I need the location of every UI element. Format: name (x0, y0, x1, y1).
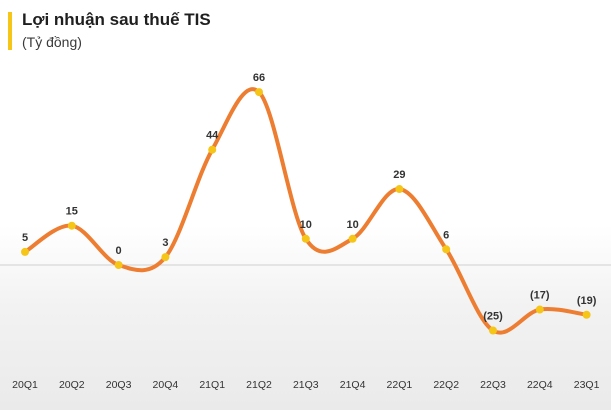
data-point-21Q1 (208, 145, 217, 154)
x-tick-label-22Q2: 22Q2 (433, 379, 459, 391)
chart-title: Lợi nhuận sau thuế TIS (22, 10, 211, 29)
data-label-21Q3: 10 (300, 219, 312, 231)
x-tick-label-22Q3: 22Q3 (480, 379, 506, 391)
data-point-22Q3 (489, 326, 497, 335)
x-tick-label-20Q1: 20Q1 (12, 379, 38, 391)
data-label-20Q2: 15 (66, 206, 78, 218)
data-label-23Q1: (19) (577, 295, 597, 307)
x-tick-label-23Q1: 23Q1 (574, 379, 600, 391)
x-axis-tick-labels: 20Q1 20Q2 20Q3 20Q4 21Q1 21Q2 21Q3 21Q4 22Q1 22Q2… (12, 379, 599, 391)
data-label-21Q4: 10 (346, 219, 358, 231)
data-label-20Q1: 5 (22, 232, 28, 244)
data-labels: 5 15 0 3 44 66 10 10 29 6 (25) (17) (19) (22, 72, 597, 322)
x-tick-label-22Q4: 22Q4 (527, 379, 553, 391)
data-markers (21, 88, 591, 335)
data-label-22Q2: 6 (443, 229, 449, 241)
data-point-20Q2 (67, 221, 76, 230)
data-point-21Q2 (255, 88, 263, 97)
x-tick-label-20Q3: 20Q3 (106, 379, 132, 391)
data-point-22Q4 (535, 305, 544, 314)
x-tick-label-21Q2: 21Q2 (246, 379, 272, 391)
data-label-22Q4: (17) (530, 290, 550, 302)
x-tick-label-20Q4: 20Q4 (153, 379, 179, 391)
data-point-21Q4 (348, 234, 357, 243)
x-tick-label-21Q4: 21Q4 (340, 379, 366, 391)
data-point-22Q1 (395, 185, 404, 194)
chart-subtitle-unit: (Tỷ đồng) (22, 34, 82, 50)
data-label-20Q3: 0 (116, 245, 122, 257)
data-point-20Q4 (161, 253, 170, 262)
series-line (23, 87, 589, 335)
data-point-20Q3 (114, 261, 123, 269)
data-label-20Q4: 3 (162, 237, 168, 249)
data-label-21Q1: 44 (206, 130, 219, 142)
data-label-22Q3: (25) (483, 311, 503, 323)
data-point-21Q3 (301, 234, 310, 243)
x-tick-label-21Q1: 21Q1 (199, 379, 225, 391)
data-point-23Q1 (582, 310, 591, 319)
title-accent-bar (8, 12, 12, 50)
x-tick-label-20Q2: 20Q2 (59, 379, 85, 391)
data-label-21Q2: 66 (253, 72, 265, 84)
data-point-22Q2 (442, 245, 451, 254)
x-tick-label-22Q1: 22Q1 (387, 379, 413, 391)
data-point-20Q1 (21, 247, 29, 256)
x-tick-label-21Q3: 21Q3 (293, 379, 319, 391)
data-label-22Q1: 29 (393, 169, 405, 181)
